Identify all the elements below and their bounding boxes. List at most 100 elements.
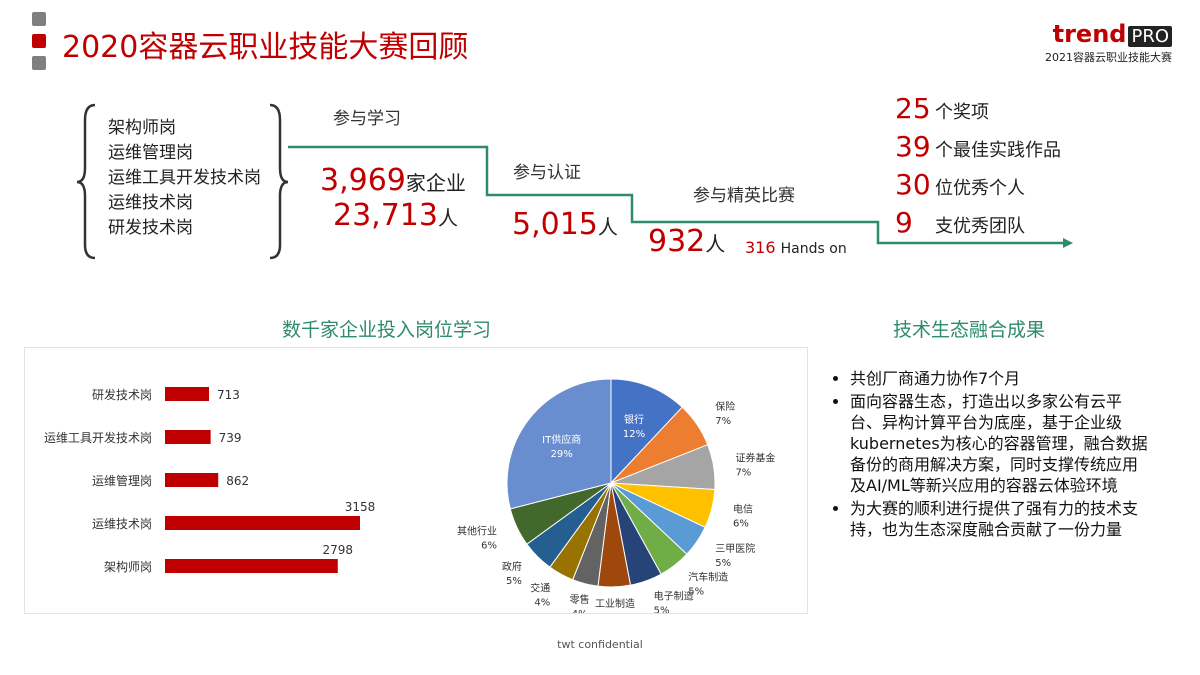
award-label: 个最佳实践作品 bbox=[935, 140, 1061, 161]
pie-slice-label: 零售 bbox=[570, 593, 590, 606]
pie-slice-percent: 5% bbox=[688, 587, 704, 598]
funnel-staircase-arrow bbox=[288, 145, 1073, 248]
bullet-square-gray-bottom bbox=[32, 56, 46, 70]
pie-slice-label: 电信 bbox=[733, 502, 753, 515]
pie-slice-percent: 5% bbox=[506, 576, 522, 587]
stage-learn-label: 参与学习 bbox=[333, 109, 401, 129]
award-item: 25 个奖项 bbox=[895, 92, 1061, 130]
bar-value-label: 862 bbox=[226, 474, 249, 488]
pie-slice bbox=[610, 378, 683, 485]
learn-companies-number: 3,969 bbox=[320, 163, 406, 198]
pie-slice-percent: 6% bbox=[733, 518, 749, 529]
award-number: 30 bbox=[895, 168, 931, 201]
pie-chart: 银行12%保险7%证券基金7%电信6%三甲医院5%汽车制造5%电子制造5%工业制… bbox=[457, 378, 775, 613]
left-brace bbox=[76, 103, 96, 260]
pie-slice-percent: 5% bbox=[715, 558, 731, 569]
stage-certify-label: 参与认证 bbox=[513, 163, 581, 183]
pie-slice-percent: 6% bbox=[481, 541, 497, 552]
bar bbox=[165, 430, 211, 444]
pie-slice-label: 汽车制造 bbox=[688, 571, 728, 584]
left-section-title: 数千家企业投入岗位学习 bbox=[282, 319, 492, 341]
bar-category-label: 运维管理岗 bbox=[92, 473, 152, 488]
learn-companies: 3,969家企业 bbox=[320, 163, 466, 198]
bar bbox=[165, 473, 219, 487]
achievements-list: 共创厂商通力协作7个月 面向容器生态，打造出以多家公有云平台、异构计算平台为底座… bbox=[828, 368, 1148, 542]
logo-brand: trend bbox=[1052, 20, 1127, 48]
bar-value-label: 3158 bbox=[345, 500, 376, 514]
pie-slice-label: IT供应商 bbox=[542, 433, 581, 446]
achievement-item: 面向容器生态，打造出以多家公有云平台、异构计算平台为底座，基于企业级kubern… bbox=[850, 391, 1148, 496]
hands-on-label: Hands on bbox=[780, 241, 847, 257]
pie-slice-label: 电子制造 bbox=[654, 590, 694, 603]
award-item: 39 个最佳实践作品 bbox=[895, 130, 1061, 168]
role-item: 架构师岗 bbox=[108, 118, 176, 138]
stage-elite-label: 参与精英比赛 bbox=[693, 186, 795, 206]
learn-people-number: 23,713 bbox=[333, 198, 438, 233]
pie-slice-label: 工业制造 bbox=[595, 597, 635, 610]
pie-slice-percent: 29% bbox=[551, 449, 573, 460]
arrow-head bbox=[1063, 238, 1073, 248]
certify-people: 5,015人 bbox=[512, 207, 618, 242]
learn-people-unit: 人 bbox=[437, 206, 458, 230]
learn-companies-unit: 家企业 bbox=[405, 171, 466, 195]
role-item: 运维技术岗 bbox=[108, 193, 193, 213]
bar-category-label: 运维工具开发技术岗 bbox=[44, 430, 152, 445]
roles-braces bbox=[76, 103, 289, 260]
award-number: 39 bbox=[895, 130, 931, 163]
achievement-item: 共创厂商通力协作7个月 bbox=[850, 368, 1148, 389]
hands-on-number: 316 bbox=[745, 238, 776, 257]
achievement-item: 为大赛的顺利进行提供了强有力的技术支持，也为生态深度融合贡献了一份力量 bbox=[850, 498, 1148, 540]
pie-slice-percent: 7% bbox=[715, 416, 731, 427]
learn-people: 23,713人 bbox=[333, 198, 458, 233]
award-label: 个奖项 bbox=[935, 102, 989, 123]
bar-value-label: 739 bbox=[219, 431, 242, 445]
bar-chart: 研发技术岗 713 运维工具开发技术岗 739 运维管理岗 862 运维技术岗 3158 架构师… bbox=[44, 387, 376, 574]
pie-slice-percent: 5% bbox=[654, 606, 670, 613]
elite-people-unit: 人 bbox=[705, 232, 726, 256]
bar bbox=[165, 387, 210, 401]
elite-people: 932人 bbox=[648, 224, 725, 259]
award-item: 9 支优秀团队 bbox=[895, 206, 1061, 244]
role-item: 运维管理岗 bbox=[108, 143, 193, 163]
pie-slice-label: 三甲医院 bbox=[715, 542, 755, 555]
bar-value-label: 2798 bbox=[322, 543, 353, 557]
bar bbox=[165, 516, 360, 530]
award-item: 30 位优秀个人 bbox=[895, 168, 1061, 206]
right-brace bbox=[269, 103, 289, 260]
trendpro-logo: trend PRO 2021容器云职业技能大赛 bbox=[1045, 22, 1172, 65]
bullet-square-gray-top bbox=[32, 12, 46, 26]
bar-value-label: 713 bbox=[217, 388, 240, 402]
elite-people-number: 932 bbox=[648, 224, 706, 259]
bar-category-label: 研发技术岗 bbox=[92, 387, 152, 402]
awards-list: 25 个奖项 39 个最佳实践作品 30 位优秀个人 9 支优秀团队 bbox=[895, 92, 1061, 244]
certify-people-unit: 人 bbox=[597, 215, 618, 239]
charts-panel: 研发技术岗 713 运维工具开发技术岗 739 运维管理岗 862 运维技术岗 3158 架构师… bbox=[24, 347, 808, 614]
staircase-line bbox=[288, 145, 1063, 245]
bar bbox=[165, 559, 338, 573]
roles-list: 架构师岗 运维管理岗 运维工具开发技术岗 运维技术岗 研发技术岗 bbox=[108, 116, 261, 241]
bullet-square-red bbox=[32, 34, 46, 48]
pie-slice-label: 银行 bbox=[624, 413, 644, 426]
pie-slice bbox=[506, 378, 612, 510]
elite-hands-on: 316 Hands on bbox=[745, 238, 847, 257]
award-label: 支优秀团队 bbox=[935, 216, 1025, 237]
pie-slice-percent: 12% bbox=[623, 429, 645, 440]
pie-slice-label: 政府 bbox=[502, 560, 522, 573]
pie-slice-label: 保险 bbox=[715, 400, 735, 413]
logo-subtitle: 2021容器云职业技能大赛 bbox=[1045, 51, 1172, 64]
footer-confidential: twt confidential bbox=[557, 638, 643, 651]
bar-category-label: 架构师岗 bbox=[104, 559, 152, 574]
certify-people-number: 5,015 bbox=[512, 207, 598, 242]
page-title: 2020容器云职业技能大赛回顾 bbox=[62, 30, 469, 65]
pie-slice-label: 其他行业 bbox=[457, 525, 497, 538]
award-number: 25 bbox=[895, 92, 931, 125]
award-number: 9 bbox=[895, 206, 913, 239]
role-item: 运维工具开发技术岗 bbox=[108, 168, 261, 188]
pie-slice-percent: 7% bbox=[735, 467, 751, 478]
award-label: 位优秀个人 bbox=[935, 178, 1025, 199]
pie-slice-percent: 4% bbox=[534, 597, 550, 608]
pie-slice-percent: 4% bbox=[572, 609, 588, 613]
role-item: 研发技术岗 bbox=[108, 218, 193, 238]
pie-slice-label: 交通 bbox=[530, 581, 550, 594]
right-section-title: 技术生态融合成果 bbox=[893, 319, 1046, 341]
